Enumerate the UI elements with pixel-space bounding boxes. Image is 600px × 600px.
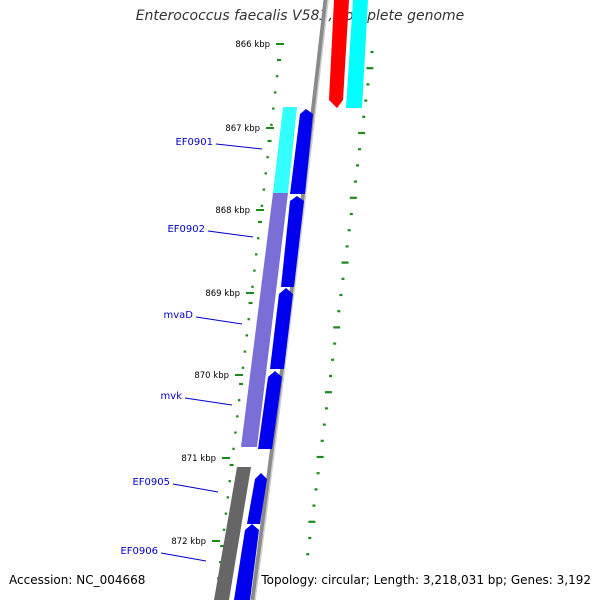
map-title: Enterococcus faecalis V583, complete gen… <box>135 8 465 24</box>
gc-outer-ticks <box>306 50 374 556</box>
bp-tick-label: 866 kbp <box>235 40 270 50</box>
genome-stats-text: Topology: circular; Length: 3,218,031 bp… <box>261 573 591 587</box>
accession-text: Accession: NC_004668 <box>9 573 146 587</box>
gene-leader-line <box>207 230 254 238</box>
gene-labels: EF0901 EF0902 mvaD mvk EF0905 EF0906 <box>120 137 263 562</box>
gene-leader-line <box>195 316 243 325</box>
gc-inner-ticks <box>217 58 281 580</box>
cds-outer-cyan <box>346 0 368 108</box>
bp-ticks: 866 kbp 867 kbp 868 kbp 869 kbp 870 kbp 871 k… <box>171 40 284 547</box>
gene-leader-line <box>215 143 263 150</box>
cog-segment-cyan <box>273 107 297 193</box>
gene-leader-line <box>172 483 219 493</box>
cds-ef0902 <box>281 196 304 287</box>
cds-ef0901 <box>290 109 313 194</box>
genome-backbone-highlight <box>254 0 329 600</box>
bp-tick-label: 868 kbp <box>215 206 250 216</box>
bp-tick-label: 872 kbp <box>171 537 206 547</box>
cds-outer-red <box>329 0 349 108</box>
gene-label: EF0905 <box>132 477 170 488</box>
bp-tick-label: 869 kbp <box>205 289 240 299</box>
gene-label: EF0906 <box>120 546 158 557</box>
bp-tick-label: 871 kbp <box>181 454 216 464</box>
cog-segment-purple <box>241 193 288 447</box>
cds-ef0906 <box>234 524 259 600</box>
gene-label: EF0901 <box>175 137 213 148</box>
gene-leader-line <box>160 552 207 562</box>
cds-mvad <box>270 288 293 369</box>
gene-label: mvaD <box>164 310 194 321</box>
gene-leader-line <box>184 397 233 406</box>
cog-segment-gray <box>214 467 251 600</box>
cds-ef0905 <box>247 473 267 524</box>
bp-tick-label: 867 kbp <box>225 124 260 134</box>
gene-label: EF0902 <box>167 224 205 235</box>
gene-label: mvk <box>161 391 183 402</box>
bp-tick-label: 870 kbp <box>194 371 229 381</box>
cds-mvk <box>258 371 282 449</box>
